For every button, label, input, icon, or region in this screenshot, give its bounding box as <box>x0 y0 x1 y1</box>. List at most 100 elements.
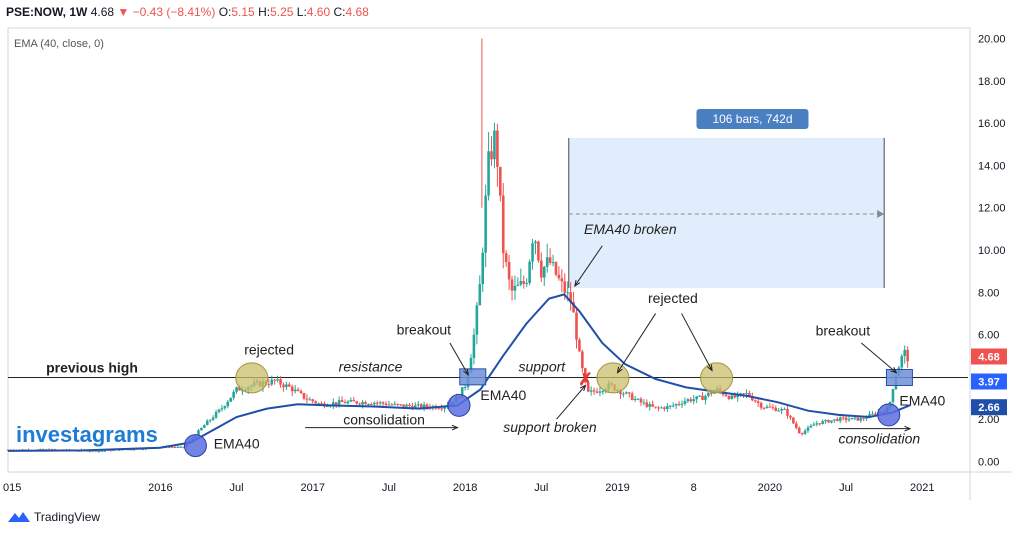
breakout-marker[interactable] <box>885 368 913 386</box>
candle-body <box>906 349 909 362</box>
candle-body <box>235 387 238 392</box>
candle-body <box>469 358 473 373</box>
rejection-marker[interactable] <box>235 362 269 394</box>
indicator-legend[interactable]: EMA (40, close, 0) <box>14 38 104 50</box>
footer-brand[interactable]: TradingView <box>8 510 100 524</box>
candle-body <box>560 278 564 282</box>
annotation-arrow-head <box>616 366 623 374</box>
candle-body <box>396 403 400 405</box>
candle-body <box>378 402 382 404</box>
candle-body <box>419 404 423 408</box>
candle-body <box>592 390 596 392</box>
candle-body <box>440 408 443 410</box>
candle-body <box>891 389 895 403</box>
candle-body <box>677 403 681 405</box>
candle-body <box>548 257 552 263</box>
ema-touch-marker[interactable] <box>183 434 207 458</box>
candle-body <box>818 423 822 425</box>
low-label: L: <box>296 5 307 19</box>
chart-annotation[interactable]: EMA40 broken <box>584 221 677 237</box>
candle-body <box>41 449 45 451</box>
chart-annotation[interactable]: rejected <box>648 290 698 306</box>
candle-body <box>762 407 766 409</box>
candle-body <box>847 419 851 421</box>
annotation-arrow-head <box>707 364 713 372</box>
candle-body <box>777 410 780 412</box>
candle-body <box>507 261 511 280</box>
y-tick-label: 16.00 <box>978 118 1006 130</box>
candle-body <box>792 417 795 424</box>
chart-annotation[interactable]: breakout <box>816 323 871 339</box>
candle-body <box>786 408 789 416</box>
last-price: 4.68 <box>90 5 115 19</box>
chart-annotation[interactable]: previous high <box>46 360 138 376</box>
chart-annotation[interactable]: EMA40 <box>899 392 945 408</box>
rejection-marker[interactable] <box>700 362 734 394</box>
chart-annotation[interactable]: consolidation <box>838 430 920 446</box>
candle-body <box>668 405 672 407</box>
candle-body <box>551 262 555 264</box>
candle-body <box>100 450 104 452</box>
candle-body <box>827 419 830 423</box>
rejection-marker[interactable] <box>596 362 630 394</box>
chart-annotation[interactable]: resistance <box>339 359 403 375</box>
candle-body <box>833 419 836 421</box>
candle-body <box>753 400 757 402</box>
candle-body <box>821 421 824 425</box>
candle-body <box>346 401 350 404</box>
candle-body <box>317 403 320 405</box>
range-label: 106 bars, 742d <box>712 112 792 126</box>
candle-body <box>648 404 652 407</box>
chart-header: PSE:NOW, 1W 4.68 ▼ −0.43 (−8.41%) O:5.15… <box>6 5 369 19</box>
candle-body <box>463 387 467 389</box>
chart-annotation[interactable]: support <box>518 359 566 375</box>
candle-body <box>900 356 904 368</box>
annotation-arrow-head <box>904 425 912 432</box>
chart-annotation[interactable]: breakout <box>397 322 452 338</box>
chart-annotation[interactable]: support broken <box>503 419 597 435</box>
candle-body <box>522 281 526 284</box>
candle-body <box>836 419 839 421</box>
candle-body <box>361 402 364 405</box>
x-tick-label: 2018 <box>453 482 477 494</box>
candle-body <box>384 403 388 406</box>
price-tag-label: 4.68 <box>978 351 999 363</box>
candle-body <box>557 274 561 279</box>
candle-body <box>490 151 493 160</box>
candle-body <box>812 424 816 426</box>
candle-body <box>800 433 804 435</box>
candle-body <box>370 403 373 405</box>
candle-body <box>774 407 778 412</box>
candle-body <box>689 399 693 402</box>
ema-touch-marker[interactable] <box>877 403 901 427</box>
candle-body <box>481 252 485 285</box>
candle-body <box>666 405 669 409</box>
candle-body <box>326 406 329 408</box>
candle-body <box>733 395 737 398</box>
chart-annotation[interactable]: EMA40 <box>214 436 260 452</box>
annotation-arrow <box>617 313 657 373</box>
high-value: 5.25 <box>270 5 294 19</box>
y-tick-label: 14.00 <box>978 160 1006 172</box>
chart-annotation[interactable]: EMA40 <box>480 387 526 403</box>
candle-body <box>416 404 420 406</box>
candle-body <box>176 446 180 448</box>
candle-body <box>422 404 426 408</box>
y-tick-label: 2.00 <box>978 414 999 426</box>
candle-body <box>390 404 394 406</box>
candle-body <box>367 403 370 405</box>
candle-body <box>513 285 517 291</box>
candle-body <box>554 262 558 275</box>
candle-body <box>692 399 696 402</box>
candle-body <box>478 284 482 306</box>
chart-annotation[interactable]: rejected <box>244 342 294 358</box>
high-label: H: <box>258 5 271 19</box>
candle-body <box>683 401 687 404</box>
chart-annotation[interactable]: consolidation <box>343 411 425 427</box>
ema40-line[interactable] <box>7 293 911 452</box>
candle-body <box>572 302 575 313</box>
candle-body <box>595 391 599 393</box>
date-range-box[interactable] <box>568 137 885 289</box>
ema-touch-marker[interactable] <box>447 393 471 417</box>
